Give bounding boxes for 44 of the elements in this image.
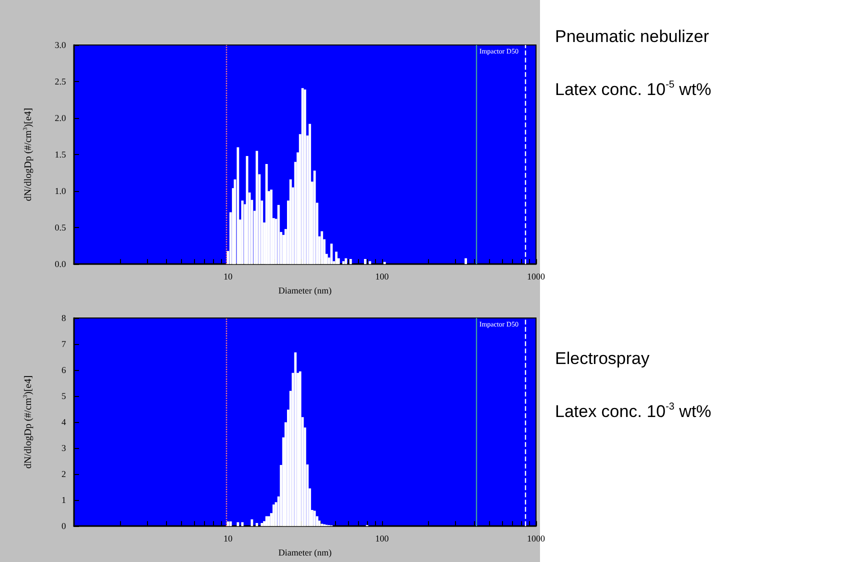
bar xyxy=(301,88,304,264)
bar xyxy=(241,200,244,264)
bar xyxy=(256,150,258,264)
bar xyxy=(320,524,324,526)
bar xyxy=(260,522,264,526)
x-tick-label: 1000 xyxy=(527,272,546,282)
y-tick-label: 2.5 xyxy=(54,76,66,87)
x-tick-label: 10 xyxy=(224,272,233,282)
bar xyxy=(298,371,302,526)
bar xyxy=(272,504,275,526)
y-tick-label: 2 xyxy=(62,469,66,480)
y-tick-label: 3 xyxy=(62,443,66,454)
bar xyxy=(313,170,316,264)
bar xyxy=(320,231,324,264)
y-tick-label: 7 xyxy=(62,339,66,350)
bar xyxy=(294,352,297,526)
bar xyxy=(313,510,316,526)
x-axis-title: Diameter (nm) xyxy=(278,286,332,296)
y-tick-label: 0 xyxy=(62,521,66,532)
bar xyxy=(277,204,280,264)
y-tick-label: 6 xyxy=(62,365,66,376)
bar xyxy=(268,516,270,526)
y-tick-label: 1.5 xyxy=(54,150,66,160)
x-tick-label: 100 xyxy=(375,272,390,282)
y-tick-label: 8 xyxy=(62,313,66,323)
bar xyxy=(236,147,240,264)
bar xyxy=(270,190,272,264)
x-tick-label: 1000 xyxy=(527,534,546,544)
x-axis-title: Diameter (nm) xyxy=(278,548,332,558)
bar xyxy=(246,156,248,264)
y-tick-label: 1.0 xyxy=(54,186,66,196)
bar xyxy=(335,252,338,264)
y-tick-label: 1 xyxy=(62,495,66,506)
text: Pneumatic nebulizer xyxy=(555,27,710,46)
y-tick-label: 3.0 xyxy=(54,40,66,50)
text: Electrospray xyxy=(555,349,650,368)
x-tick-label: 10 xyxy=(224,534,233,544)
y-tick-label: 5 xyxy=(62,391,66,402)
x-tick-label: 100 xyxy=(375,534,390,544)
bar xyxy=(308,124,312,264)
y-tick-label: 0.5 xyxy=(54,222,66,233)
y-tick-label: 4 xyxy=(62,417,66,428)
y-tick-label: 2.0 xyxy=(54,113,66,124)
y-tick-label: 0.0 xyxy=(54,259,66,270)
